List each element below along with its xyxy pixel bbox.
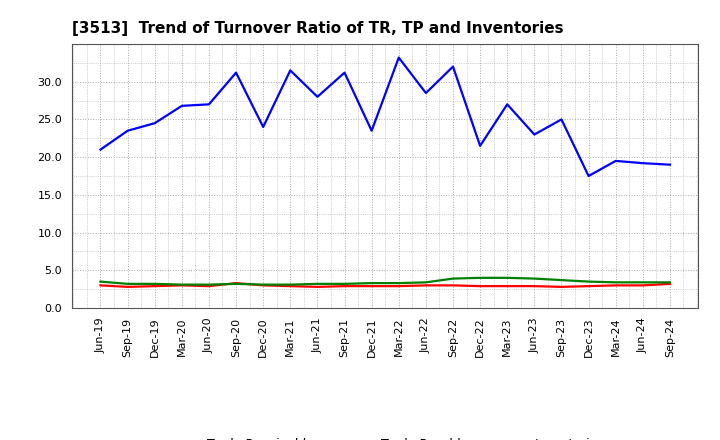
Trade Payables — [503, 102, 511, 107]
Trade Payables — [150, 121, 159, 126]
Trade Receivables — [96, 283, 105, 288]
Trade Payables — [665, 162, 674, 167]
Inventories — [639, 280, 647, 285]
Inventories — [611, 280, 620, 285]
Inventories — [367, 280, 376, 286]
Trade Payables — [367, 128, 376, 133]
Trade Receivables — [341, 283, 349, 289]
Inventories — [96, 279, 105, 284]
Trade Payables — [259, 125, 268, 130]
Inventories — [421, 280, 430, 285]
Trade Payables — [96, 147, 105, 152]
Line: Trade Payables: Trade Payables — [101, 58, 670, 176]
Inventories — [449, 276, 457, 281]
Trade Receivables — [150, 283, 159, 289]
Trade Receivables — [503, 283, 511, 289]
Inventories — [584, 279, 593, 284]
Trade Payables — [611, 158, 620, 164]
Trade Payables — [204, 102, 213, 107]
Inventories — [503, 275, 511, 280]
Trade Payables — [530, 132, 539, 137]
Trade Receivables — [665, 281, 674, 286]
Line: Inventories: Inventories — [101, 278, 670, 285]
Trade Receivables — [395, 283, 403, 289]
Trade Payables — [313, 94, 322, 99]
Trade Receivables — [286, 283, 294, 289]
Inventories — [557, 278, 566, 283]
Trade Payables — [232, 70, 240, 75]
Inventories — [476, 275, 485, 280]
Trade Receivables — [557, 284, 566, 290]
Trade Payables — [341, 70, 349, 75]
Trade Payables — [178, 103, 186, 109]
Trade Receivables — [639, 283, 647, 288]
Inventories — [178, 282, 186, 287]
Inventories — [286, 282, 294, 287]
Trade Payables — [421, 90, 430, 95]
Legend: Trade Receivables, Trade Payables, Inventories: Trade Receivables, Trade Payables, Inven… — [161, 433, 610, 440]
Trade Receivables — [476, 283, 485, 289]
Inventories — [341, 281, 349, 286]
Trade Receivables — [367, 283, 376, 289]
Trade Payables — [584, 173, 593, 179]
Inventories — [665, 280, 674, 285]
Trade Receivables — [204, 283, 213, 289]
Text: [3513]  Trend of Turnover Ratio of TR, TP and Inventories: [3513] Trend of Turnover Ratio of TR, TP… — [72, 21, 564, 36]
Trade Receivables — [530, 283, 539, 289]
Trade Receivables — [232, 280, 240, 286]
Trade Receivables — [584, 283, 593, 289]
Trade Payables — [286, 68, 294, 73]
Line: Trade Receivables: Trade Receivables — [101, 283, 670, 287]
Inventories — [259, 282, 268, 287]
Trade Receivables — [178, 283, 186, 288]
Trade Payables — [639, 161, 647, 166]
Inventories — [395, 280, 403, 286]
Inventories — [232, 281, 240, 286]
Trade Payables — [449, 64, 457, 69]
Trade Payables — [123, 128, 132, 133]
Trade Receivables — [259, 283, 268, 288]
Inventories — [530, 276, 539, 281]
Trade Receivables — [611, 283, 620, 288]
Trade Payables — [476, 143, 485, 148]
Trade Payables — [395, 55, 403, 60]
Inventories — [313, 281, 322, 286]
Inventories — [123, 281, 132, 286]
Inventories — [150, 281, 159, 286]
Trade Receivables — [449, 283, 457, 288]
Trade Receivables — [421, 283, 430, 288]
Trade Payables — [557, 117, 566, 122]
Trade Receivables — [123, 284, 132, 290]
Trade Receivables — [313, 284, 322, 290]
Inventories — [204, 282, 213, 287]
